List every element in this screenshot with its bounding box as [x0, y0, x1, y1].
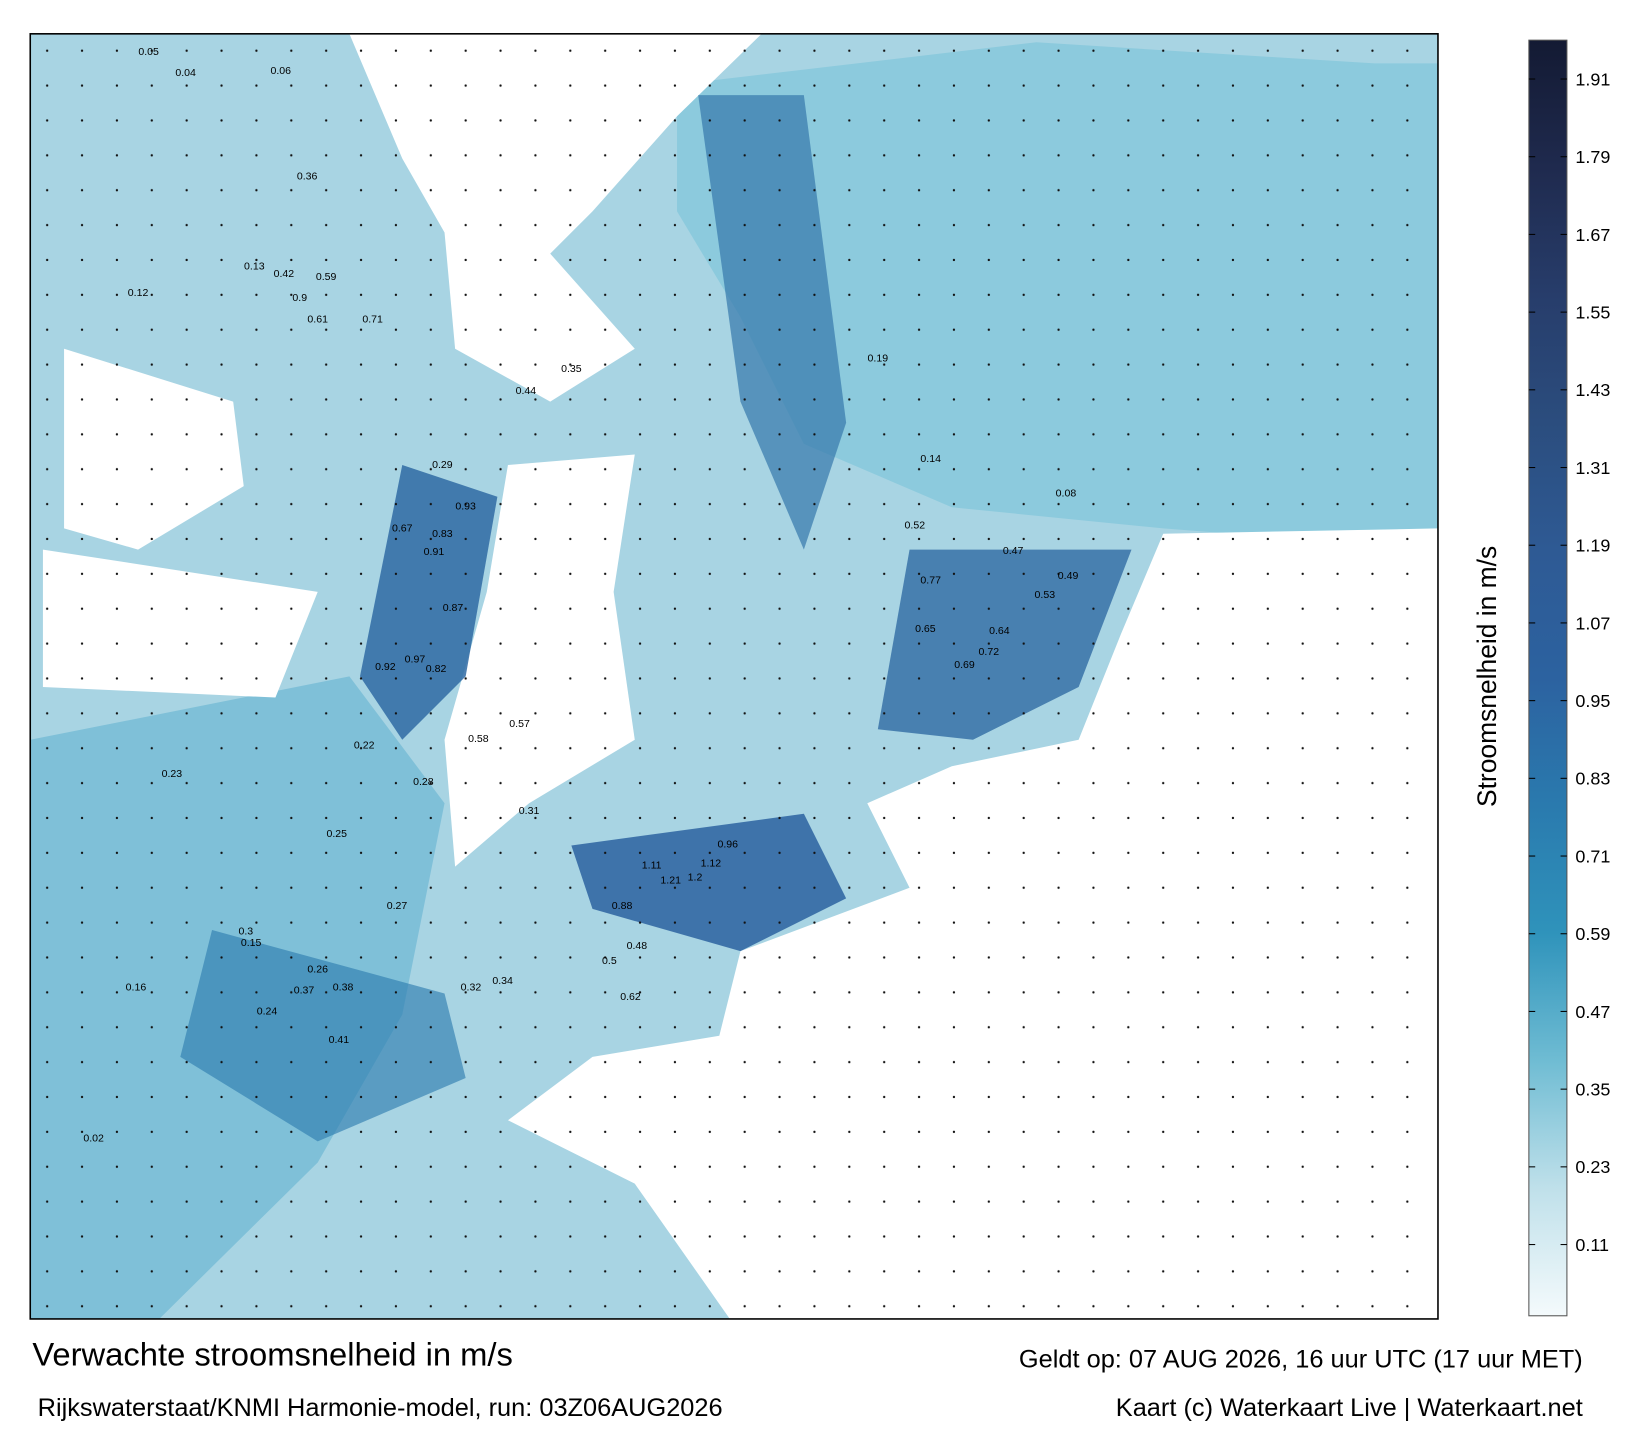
- colorbar-tick-label: 1.19: [1575, 536, 1610, 556]
- speed-label: 0.24: [257, 1006, 278, 1018]
- speed-label: 0.36: [297, 171, 318, 183]
- speed-label: 0.19: [868, 352, 889, 364]
- colorbar-tick-label: 0.71: [1575, 846, 1610, 866]
- speed-label: 0.62: [620, 991, 641, 1003]
- speed-label: 0.02: [83, 1132, 104, 1144]
- speed-label: 0.3: [239, 925, 254, 937]
- speed-label: 0.05: [138, 46, 159, 58]
- colorbar-tick-label: 1.55: [1575, 302, 1610, 322]
- speed-label: 0.37: [294, 984, 315, 996]
- speed-label: 0.22: [354, 739, 375, 751]
- speed-label: 0.61: [307, 313, 328, 325]
- speed-label: 0.48: [627, 940, 648, 952]
- colorbar-tick-label: 1.79: [1575, 147, 1610, 167]
- speed-label: 0.87: [443, 602, 464, 614]
- colorbar-tick-label: 0.23: [1575, 1157, 1610, 1177]
- colorbar-tick-label: 1.07: [1575, 613, 1610, 633]
- colorbar-label: Stroomsnelheid in m/s: [1472, 546, 1502, 807]
- speed-label: 0.38: [333, 981, 354, 993]
- speed-label: 0.26: [307, 963, 328, 975]
- speed-label: 0.72: [979, 646, 1000, 658]
- colorbar-tick-label: 0.35: [1575, 1079, 1610, 1099]
- speed-label: 1.2: [688, 871, 703, 883]
- speed-label: 0.83: [432, 528, 453, 540]
- speed-label: 0.35: [561, 363, 582, 375]
- speed-label: 0.53: [1035, 589, 1056, 601]
- speed-label: 0.93: [455, 500, 476, 512]
- speed-label: 0.32: [461, 981, 482, 993]
- speed-label: 0.23: [162, 768, 183, 780]
- speed-label: 0.64: [989, 625, 1010, 637]
- speed-label: 0.91: [424, 546, 445, 558]
- vector-grid: [30, 33, 1438, 1319]
- colorbar-tick-label: 0.83: [1575, 769, 1610, 789]
- colorbar-tick-label: 1.43: [1575, 380, 1610, 400]
- speed-label: 0.67: [392, 523, 413, 535]
- colorbar-tick-label: 1.67: [1575, 225, 1610, 245]
- title: Verwachte stroomsnelheid in m/s: [32, 1335, 513, 1372]
- speed-label: 0.69: [954, 659, 975, 671]
- subtitle: Rijkswaterstaat/KNMI Harmonie-model, run…: [38, 1394, 723, 1422]
- valid-time: Geldt op: 07 AUG 2026, 16 uur UTC (17 uu…: [1019, 1346, 1583, 1374]
- speed-label: 0.41: [329, 1034, 350, 1046]
- speed-label: 0.52: [905, 519, 926, 531]
- colorbar-fill: [1528, 39, 1568, 1317]
- speed-label: 0.71: [362, 313, 383, 325]
- colorbar-tick-label: 0.47: [1575, 1002, 1610, 1022]
- colorbar-tick-label: 0.95: [1575, 691, 1610, 711]
- speed-label: 0.92: [375, 661, 396, 673]
- speed-label: 0.5: [602, 955, 617, 967]
- speed-label: 0.13: [244, 260, 265, 272]
- colorbar-tick-label: 1.91: [1575, 69, 1610, 89]
- speed-label: 1.21: [660, 875, 681, 887]
- speed-label: 1.12: [701, 858, 722, 870]
- speed-label: 0.47: [1003, 545, 1024, 557]
- speed-label: 0.96: [718, 839, 739, 851]
- speed-label: 0.59: [316, 271, 337, 283]
- speed-label: 0.65: [915, 623, 936, 635]
- colorbar: 0.11 0.23 0.35 0.47 0.59 0.71 0.83 0.95 1.07 1.19…: [1528, 39, 1610, 1317]
- speed-label: 0.57: [509, 718, 530, 730]
- speed-label: 0.12: [128, 287, 149, 299]
- speed-label: 0.08: [1056, 488, 1077, 500]
- speed-label: 0.16: [126, 981, 147, 993]
- speed-labels: 0.05 0.04 0.06 0.12 0.13 0.42 0.59 0.9 0.71 0.61 0…: [83, 46, 1078, 1144]
- speed-label: 0.31: [519, 805, 540, 817]
- speed-label: 0.77: [920, 574, 941, 586]
- credit: Kaart (c) Waterkaart Live | Waterkaart.n…: [1116, 1394, 1583, 1422]
- speed-label: 0.14: [920, 453, 941, 465]
- speed-label: 0.15: [241, 937, 262, 949]
- speed-label: 0.44: [516, 385, 537, 397]
- speed-label: 0.82: [426, 663, 447, 675]
- speed-label: 0.88: [612, 900, 633, 912]
- colorbar-tick-label: 0.59: [1575, 924, 1610, 944]
- speed-label: 0.34: [492, 975, 513, 987]
- speed-label: 1.11: [642, 860, 662, 872]
- map: 0.05 0.04 0.06 0.12 0.13 0.42 0.59 0.9 0.71 0.61 0…: [30, 33, 1438, 1319]
- speed-label: 0.27: [387, 900, 408, 912]
- speed-label: 0.28: [413, 776, 434, 788]
- speed-label: 0.42: [274, 268, 295, 280]
- speed-label: 0.04: [175, 67, 196, 79]
- speed-label: 0.29: [432, 459, 453, 471]
- speed-label: 0.58: [468, 733, 489, 745]
- speed-label: 0.06: [270, 65, 291, 77]
- speed-label: 0.9: [292, 292, 307, 304]
- colorbar-tick-label: 1.31: [1575, 458, 1610, 478]
- map-frame: [29, 33, 1439, 1320]
- speed-label: 0.97: [405, 654, 426, 666]
- speed-label: 0.49: [1058, 570, 1079, 582]
- speed-label: 0.25: [326, 828, 347, 840]
- colorbar-tick-label: 0.11: [1575, 1235, 1609, 1255]
